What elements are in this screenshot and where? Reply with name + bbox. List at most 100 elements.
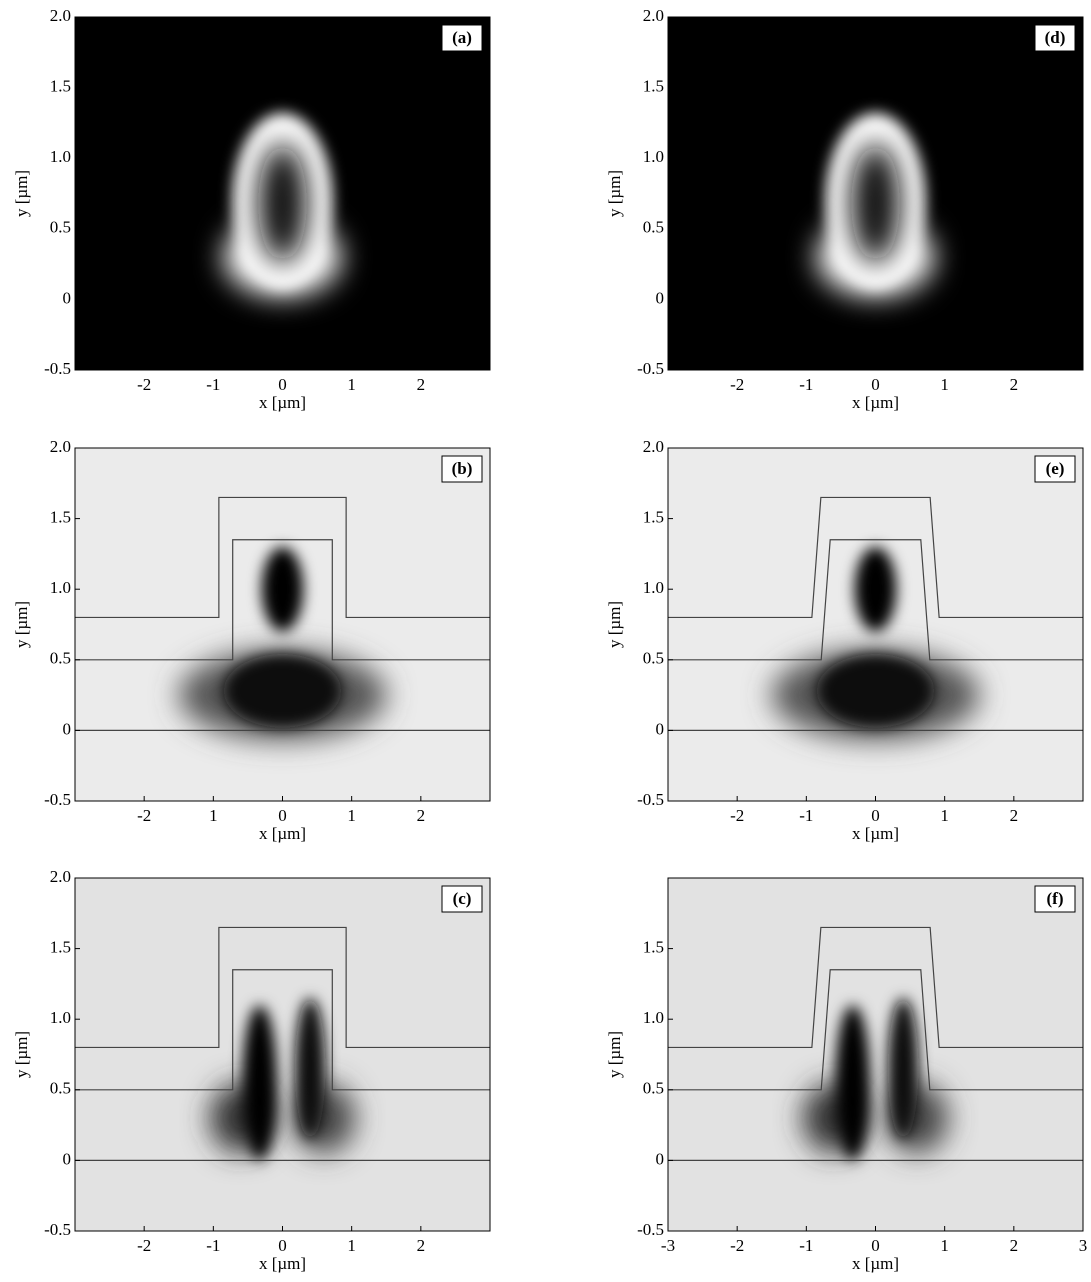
x-tick-label: -2 bbox=[137, 375, 151, 394]
y-tick-label: -0.5 bbox=[637, 359, 664, 378]
x-tick-label: 2 bbox=[1010, 1236, 1019, 1255]
plot-area bbox=[75, 448, 490, 801]
x-tick-label: 3 bbox=[1079, 1236, 1088, 1255]
panel: -2 -1 0 1 2 2.0 1.5 1.0 0.5 0 -0.5 x [µm] y [µm] (c) bbox=[12, 867, 491, 1273]
field-intensity bbox=[835, 1005, 870, 1161]
panel: -2 -1 0 1 2 2.0 1.5 1.0 0.5 0 -0.5 x [µm] y [µm] (d) bbox=[605, 6, 1084, 412]
panel: -2 -1 0 1 2 2.0 1.5 1.0 0.5 0 -0.5 x [µm] y [µm] (e) bbox=[605, 437, 1084, 843]
x-tick-label: 1 bbox=[347, 1236, 356, 1255]
y-tick-label: 2.0 bbox=[50, 6, 71, 25]
y-tick-label: 1.5 bbox=[50, 508, 71, 527]
x-tick-label: 1 bbox=[209, 806, 218, 825]
x-tick-label: -1 bbox=[799, 1236, 813, 1255]
x-tick-label: 2 bbox=[417, 1236, 426, 1255]
background bbox=[668, 878, 1083, 1231]
y-tick-label: 0 bbox=[656, 1149, 665, 1168]
field-intensity bbox=[816, 654, 935, 728]
waveguide-outline bbox=[75, 969, 490, 1091]
waveguide-outline bbox=[668, 496, 1083, 619]
y-tick-label: 2.0 bbox=[50, 867, 71, 886]
x-tick-label: -2 bbox=[137, 1236, 151, 1255]
y-tick-label: 1.5 bbox=[50, 77, 71, 96]
x-tick-label: -3 bbox=[661, 1236, 675, 1255]
x-tick-label: -1 bbox=[206, 375, 220, 394]
waveguide-outline bbox=[75, 539, 490, 661]
y-tick-label: 2.0 bbox=[643, 437, 664, 456]
plot-area bbox=[668, 17, 1083, 370]
x-tick-label: 1 bbox=[940, 1236, 949, 1255]
x-tick-label: 0 bbox=[278, 1236, 287, 1255]
panel-label: (e) bbox=[1046, 459, 1065, 478]
panel-label: (b) bbox=[452, 459, 473, 478]
panel-label: (f) bbox=[1047, 889, 1064, 908]
x-tick-label: 0 bbox=[278, 806, 287, 825]
x-tick-label: -2 bbox=[137, 806, 151, 825]
x-axis-label: x [µm] bbox=[852, 393, 899, 412]
panel-label-box bbox=[1034, 885, 1076, 913]
x-axis-label: x [µm] bbox=[259, 1254, 306, 1273]
x-axis-label: x [µm] bbox=[259, 393, 306, 412]
plot-area bbox=[668, 448, 1083, 801]
y-tick-label: 1.0 bbox=[643, 578, 664, 597]
x-tick-label: 2 bbox=[417, 375, 426, 394]
x-tick-label: 2 bbox=[1010, 806, 1019, 825]
y-tick-label: 1.0 bbox=[50, 147, 71, 166]
panel-label: (c) bbox=[453, 889, 472, 908]
x-tick-label: -1 bbox=[799, 375, 813, 394]
x-axis-label: x [µm] bbox=[259, 824, 306, 843]
y-tick-label: -0.5 bbox=[44, 359, 71, 378]
y-tick-label: 0 bbox=[63, 288, 72, 307]
y-tick-label: 0.5 bbox=[643, 1079, 664, 1098]
y-axis-label: y [µm] bbox=[12, 601, 31, 648]
y-tick-label: 2.0 bbox=[643, 6, 664, 25]
y-axis-label: y [µm] bbox=[605, 170, 624, 217]
x-tick-label: 0 bbox=[278, 375, 287, 394]
y-axis-label: y [µm] bbox=[605, 1031, 624, 1078]
y-tick-label: 1.5 bbox=[643, 938, 664, 957]
x-tick-label: 0 bbox=[871, 375, 880, 394]
field-intensity bbox=[854, 546, 897, 632]
y-tick-label: 0.5 bbox=[50, 218, 71, 237]
x-tick-label: 0 bbox=[871, 806, 880, 825]
y-axis-label: y [µm] bbox=[12, 1031, 31, 1078]
y-axis-label: y [µm] bbox=[605, 601, 624, 648]
waveguide-outline bbox=[668, 926, 1083, 1049]
panel: -2 1 0 1 2 2.0 1.5 1.0 0.5 0 -0.5 x [µm] y [µm] (b) bbox=[12, 437, 491, 843]
y-tick-label: 1.0 bbox=[643, 147, 664, 166]
x-tick-label: 0 bbox=[871, 1236, 880, 1255]
y-tick-label: 0.5 bbox=[50, 1079, 71, 1098]
y-tick-label: 0 bbox=[63, 1149, 72, 1168]
panel-label-box bbox=[1034, 24, 1076, 52]
panel-label-box bbox=[1034, 455, 1076, 483]
y-tick-label: -0.5 bbox=[637, 1220, 664, 1239]
y-tick-label: 0 bbox=[63, 719, 72, 738]
field-intensity bbox=[223, 654, 342, 728]
y-tick-label: -0.5 bbox=[44, 790, 71, 809]
waveguide-outline bbox=[668, 539, 1083, 661]
x-tick-label: 2 bbox=[417, 806, 426, 825]
field-intensity bbox=[887, 998, 919, 1140]
y-tick-label: 0 bbox=[656, 719, 665, 738]
x-axis-label: x [µm] bbox=[852, 824, 899, 843]
x-tick-label: -2 bbox=[730, 375, 744, 394]
y-tick-label: 1.5 bbox=[643, 77, 664, 96]
panel-label-box bbox=[441, 885, 483, 913]
panel-label-box bbox=[441, 455, 483, 483]
y-tick-label: 0 bbox=[656, 288, 665, 307]
field-intensity bbox=[294, 998, 326, 1140]
x-tick-label: 1 bbox=[347, 375, 356, 394]
field-intensity bbox=[258, 144, 307, 263]
y-tick-label: 2.0 bbox=[50, 437, 71, 456]
x-tick-label: 1 bbox=[347, 806, 356, 825]
x-tick-label: -2 bbox=[730, 806, 744, 825]
y-axis-label: y [µm] bbox=[12, 170, 31, 217]
field-intensity bbox=[261, 546, 304, 632]
x-tick-label: 1 bbox=[940, 375, 949, 394]
y-tick-label: 1.5 bbox=[50, 938, 71, 957]
panel-label-box bbox=[441, 24, 483, 52]
panel-label: (a) bbox=[452, 28, 472, 47]
y-tick-label: 1.5 bbox=[643, 508, 664, 527]
y-tick-label: 0.5 bbox=[643, 649, 664, 668]
y-tick-label: -0.5 bbox=[44, 1220, 71, 1239]
